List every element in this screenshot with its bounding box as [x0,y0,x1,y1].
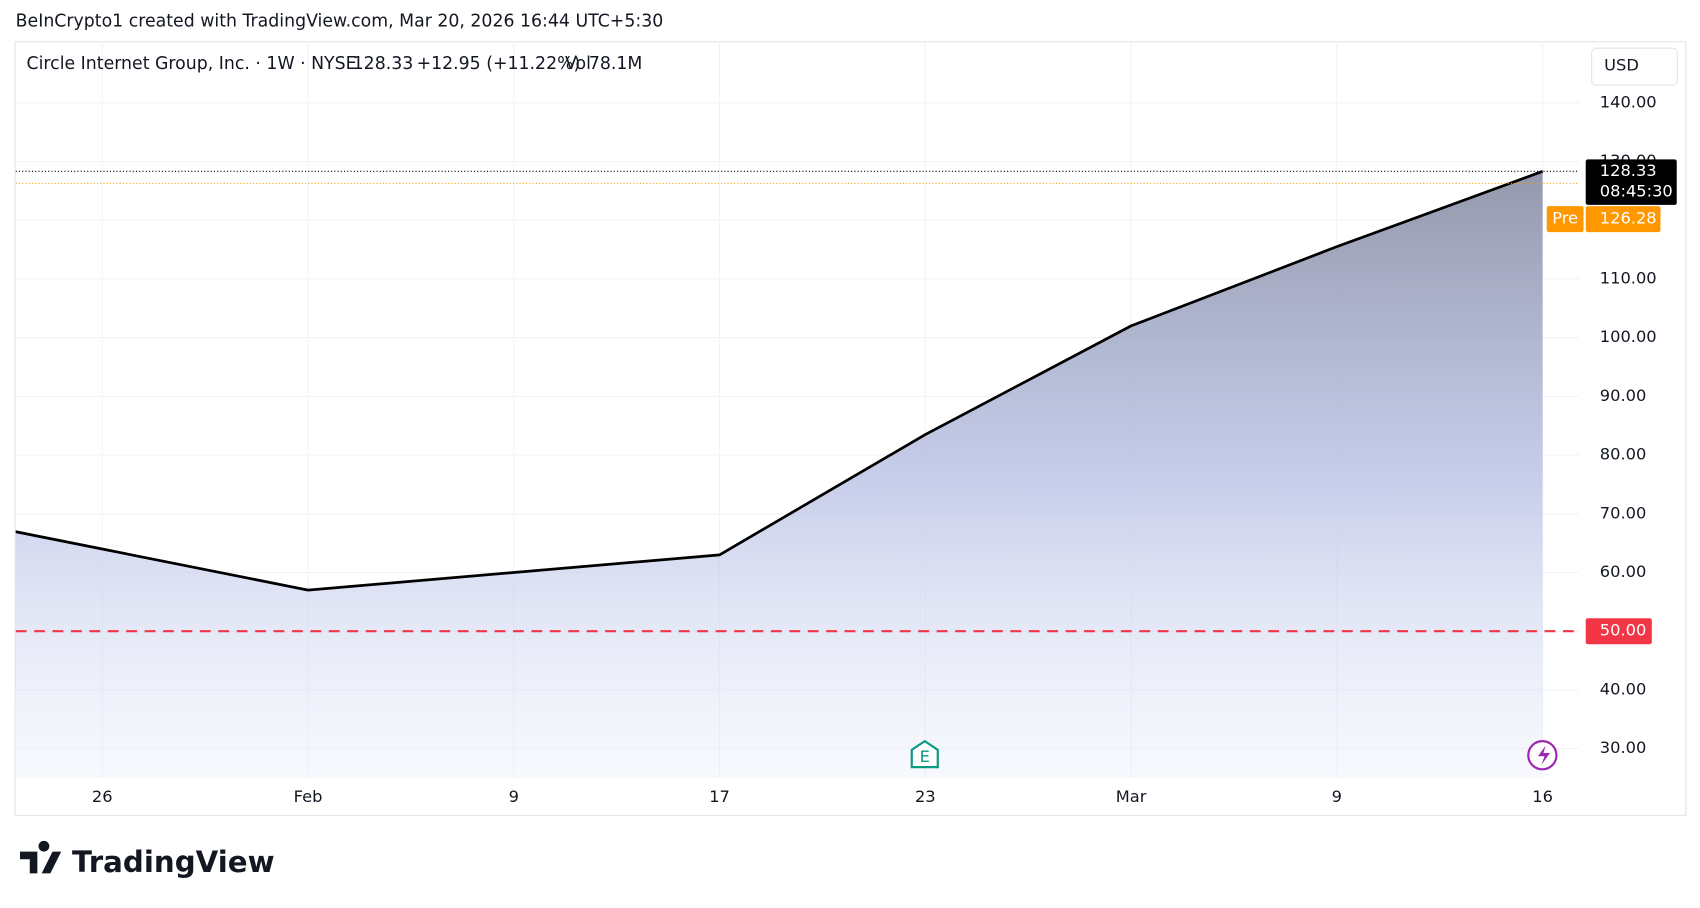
pre-tag: Pre [1552,209,1578,228]
y-tick-label: 70.00 [1600,503,1647,522]
price-label: 128.33 [1600,161,1657,180]
y-tick-label: 40.00 [1600,679,1647,698]
lightning [1538,745,1550,765]
brand: TradingView [72,845,275,879]
y-tick-label: 110.00 [1600,268,1657,287]
chart-frame [14,41,1687,816]
y-tick-label: 90.00 [1600,386,1647,405]
x-tick-label: 9 [1332,787,1342,806]
price-label-box [1585,159,1677,205]
area-fill [15,171,1543,778]
currency[interactable]: USD [1604,56,1639,75]
legend-last: 128.33 [353,54,414,74]
brand-logo [20,840,62,874]
price-label-box [1585,206,1661,233]
x-tick-label: 26 [92,787,113,806]
y-tick-label: 60.00 [1600,562,1647,581]
earnings-label[interactable]: E [920,747,930,766]
pre-tag-box [1546,206,1584,233]
x-tick-label: 16 [1532,787,1553,806]
price-label: 126.28 [1600,209,1657,228]
price-line [15,170,1544,592]
x-tick-label: Feb [294,787,323,806]
legend-change: +12.95 (+11.22%) [417,54,581,74]
y-tick-label: 30.00 [1600,738,1647,757]
legend-volume: 78.1M [589,54,643,74]
x-tick-label: 17 [709,787,730,806]
x-tick-label: 23 [915,787,936,806]
x-tick-label: Mar [1116,787,1147,806]
legend-symbol: Circle Internet Group, Inc. · 1W · NYSE [27,54,357,74]
header: BeInCrypto1 created with TradingView.com… [16,12,664,32]
currency-button[interactable] [1591,47,1678,86]
y-tick-label: 140.00 [1600,92,1657,111]
x-tick-label: 9 [509,787,519,806]
earnings-icon[interactable] [910,739,939,769]
countdown-label: 08:45:30 [1600,181,1673,200]
y-tick-label: 80.00 [1600,445,1647,464]
price-label-box [1585,618,1652,645]
price-label: 50.00 [1600,621,1647,640]
y-tick-label: 100.00 [1600,327,1657,346]
legend-volume-label: Vol [565,54,591,74]
